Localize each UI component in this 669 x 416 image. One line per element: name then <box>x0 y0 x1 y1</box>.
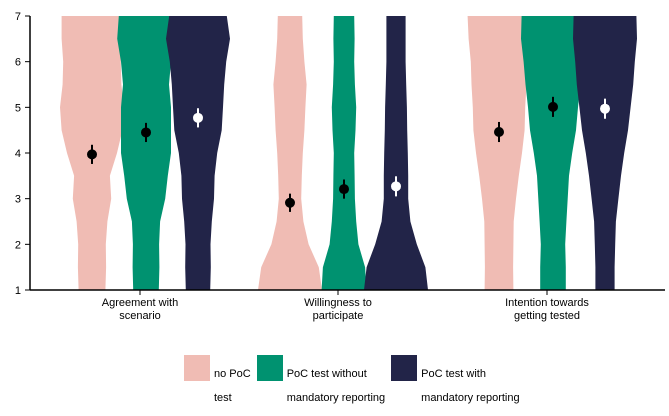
legend-label-line: mandatory reporting <box>286 392 386 404</box>
violin-shape <box>521 16 585 290</box>
y-tick-label: 2 <box>15 239 21 251</box>
legend-label-line: no PoC <box>214 368 251 380</box>
legend-swatch-poc-without <box>256 355 283 381</box>
mean-point <box>193 112 203 123</box>
legend-label-poc-without: PoC test without mandatory reporting <box>287 356 385 416</box>
y-tick-label: 3 <box>15 194 21 206</box>
legend-label-no-poc: no PoC test <box>214 356 251 416</box>
mean-point <box>600 103 610 114</box>
x-category-label: Intention towards <box>505 297 589 309</box>
legend-label-line: mandatory reporting <box>421 392 520 404</box>
violin-shape <box>117 16 175 290</box>
legend-swatch-poc-with <box>391 355 418 381</box>
violin-shape <box>321 16 367 290</box>
violin-shape <box>573 16 637 290</box>
legend-item-poc-with: PoC test with mandatory reporting <box>391 355 520 416</box>
mean-point <box>548 101 558 112</box>
points-layer <box>87 96 610 212</box>
legend: no PoC test PoC test without mandatory r… <box>184 355 526 404</box>
y-tick-label: 4 <box>15 148 21 160</box>
violin-shape <box>364 16 428 290</box>
mean-point <box>285 197 295 208</box>
x-category-label: participate <box>313 310 364 322</box>
legend-label-poc-with: PoC test with mandatory reporting <box>421 356 519 416</box>
legend-label-line: PoC test without <box>286 368 367 380</box>
legend-swatch-no-poc <box>184 355 210 381</box>
x-category-label: Willingness to <box>304 297 372 309</box>
y-tick-label: 1 <box>15 285 21 297</box>
violin-shape <box>467 16 531 290</box>
y-tick-label: 5 <box>15 102 21 114</box>
violins-layer <box>60 16 637 290</box>
x-category-label: scenario <box>119 310 161 322</box>
y-tick-label: 7 <box>15 11 21 23</box>
mean-point <box>339 184 349 195</box>
x-category-label: getting tested <box>514 310 580 322</box>
mean-point <box>141 127 151 138</box>
mean-point <box>391 181 401 192</box>
legend-label-line: test <box>214 392 232 404</box>
legend-label-line: PoC test with <box>421 368 486 380</box>
violin-shape <box>258 16 322 290</box>
legend-item-poc-without: PoC test without mandatory reporting <box>256 355 385 416</box>
legend-item-no-poc: no PoC test <box>184 355 251 416</box>
mean-point <box>494 126 504 137</box>
mean-point <box>87 149 97 160</box>
x-category-label: Agreement with <box>102 297 178 309</box>
violin-shape <box>166 16 230 290</box>
y-tick-label: 6 <box>15 57 21 69</box>
